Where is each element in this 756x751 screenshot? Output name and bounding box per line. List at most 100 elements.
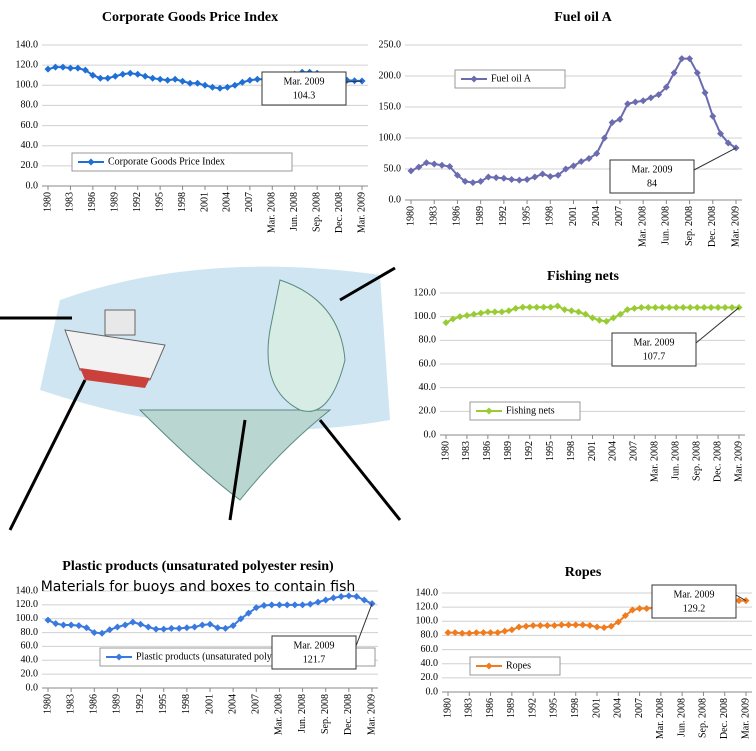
point bbox=[721, 304, 729, 312]
y-tick-label: 60.0 bbox=[421, 644, 439, 655]
legend-label: Corporate Goods Price Index bbox=[108, 156, 225, 167]
point bbox=[494, 629, 502, 637]
callout-label: Mar. 2009 bbox=[631, 164, 672, 175]
point bbox=[329, 594, 337, 602]
x-tick-label: Sep. 2008 bbox=[698, 698, 709, 738]
callout-label: Mar. 2009 bbox=[293, 640, 334, 651]
point bbox=[577, 158, 585, 166]
callout-label: Mar. 2009 bbox=[673, 589, 714, 600]
point bbox=[505, 307, 513, 315]
point bbox=[469, 179, 477, 187]
x-tick-label: Jun. 2008 bbox=[289, 192, 300, 231]
point bbox=[252, 604, 260, 612]
point bbox=[600, 624, 608, 632]
point bbox=[700, 304, 708, 312]
chart-title: Fishing nets bbox=[547, 269, 620, 284]
x-tick-label: 1992 bbox=[132, 192, 143, 212]
point bbox=[81, 66, 89, 74]
point bbox=[643, 605, 651, 613]
point bbox=[119, 70, 127, 78]
legend-marker bbox=[485, 662, 493, 670]
boat-cabin bbox=[104, 309, 136, 336]
y-tick-label: 40.0 bbox=[21, 655, 39, 666]
y-tick-label: 140.0 bbox=[16, 585, 39, 596]
callout-box bbox=[609, 159, 695, 194]
y-tick-label: 120.0 bbox=[16, 599, 39, 610]
point bbox=[679, 304, 687, 312]
point bbox=[444, 629, 452, 637]
legend-box bbox=[469, 401, 581, 421]
x-tick-label: Dec. 2008 bbox=[712, 441, 723, 482]
x-tick-label: Dec. 2008 bbox=[719, 698, 730, 739]
x-tick-label: 1983 bbox=[65, 192, 76, 212]
point bbox=[616, 115, 624, 123]
x-tick-label: 1986 bbox=[89, 694, 100, 714]
point bbox=[593, 623, 601, 631]
point bbox=[74, 64, 82, 72]
arrow bbox=[228, 419, 247, 521]
point bbox=[66, 64, 74, 72]
point bbox=[686, 55, 694, 63]
x-tick-label: 1995 bbox=[521, 206, 532, 226]
point bbox=[550, 622, 558, 630]
x-tick-label: Mar. 2009 bbox=[733, 441, 744, 482]
callout-pointer bbox=[355, 603, 373, 647]
x-tick-label: Jun. 2008 bbox=[297, 694, 308, 733]
legend-marker bbox=[115, 653, 123, 661]
point bbox=[245, 609, 253, 617]
point bbox=[539, 170, 547, 178]
point bbox=[526, 303, 534, 311]
x-tick-label: 2004 bbox=[222, 192, 233, 212]
x-tick-label: 1980 bbox=[405, 206, 416, 226]
point bbox=[306, 600, 314, 608]
x-tick-label: Dec. 2008 bbox=[343, 694, 354, 735]
legend-box bbox=[454, 69, 566, 89]
x-tick-label: 1986 bbox=[485, 698, 496, 718]
point bbox=[508, 176, 516, 184]
y-tick-label: 50.0 bbox=[384, 163, 402, 174]
point bbox=[83, 624, 91, 632]
point bbox=[572, 621, 580, 629]
x-tick-label: 1989 bbox=[475, 206, 486, 226]
boat-hull bbox=[64, 329, 166, 381]
point bbox=[672, 304, 680, 312]
point bbox=[644, 304, 652, 312]
point bbox=[631, 98, 639, 106]
point bbox=[179, 77, 187, 85]
point bbox=[442, 319, 450, 327]
point bbox=[595, 316, 603, 324]
arrows bbox=[0, 266, 402, 531]
x-tick-label: 1980 bbox=[42, 192, 53, 212]
point bbox=[167, 624, 175, 632]
point bbox=[600, 134, 608, 142]
point bbox=[561, 306, 569, 314]
y-tick-label: 100.0 bbox=[379, 132, 402, 143]
x-tick-label: Mar. 2009 bbox=[356, 192, 367, 233]
y-tick-label: 140.0 bbox=[416, 587, 439, 598]
legend-label: Plastic products (unsaturated polyester … bbox=[136, 651, 316, 662]
point bbox=[630, 304, 638, 312]
point bbox=[458, 629, 466, 637]
point bbox=[624, 100, 632, 108]
point bbox=[98, 629, 106, 637]
x-tick-label: 1998 bbox=[570, 698, 581, 718]
y-tick-label: 120.0 bbox=[414, 287, 437, 298]
point bbox=[164, 76, 172, 84]
point bbox=[579, 621, 587, 629]
callout-value: 104.3 bbox=[293, 90, 316, 101]
point bbox=[75, 622, 83, 630]
x-tick-label: Dec. 2008 bbox=[707, 206, 718, 247]
point bbox=[104, 74, 112, 82]
point bbox=[543, 622, 551, 630]
point bbox=[533, 303, 541, 311]
y-tick-label: 80.0 bbox=[21, 100, 39, 111]
legend-marker bbox=[87, 158, 95, 166]
y-tick-label: 100.0 bbox=[16, 613, 39, 624]
point bbox=[322, 596, 330, 604]
callout-box bbox=[271, 635, 357, 670]
point bbox=[575, 308, 583, 316]
x-tick-label: 1986 bbox=[87, 192, 98, 212]
point bbox=[558, 621, 566, 629]
callout-value: 121.7 bbox=[303, 654, 326, 665]
point bbox=[519, 303, 527, 311]
